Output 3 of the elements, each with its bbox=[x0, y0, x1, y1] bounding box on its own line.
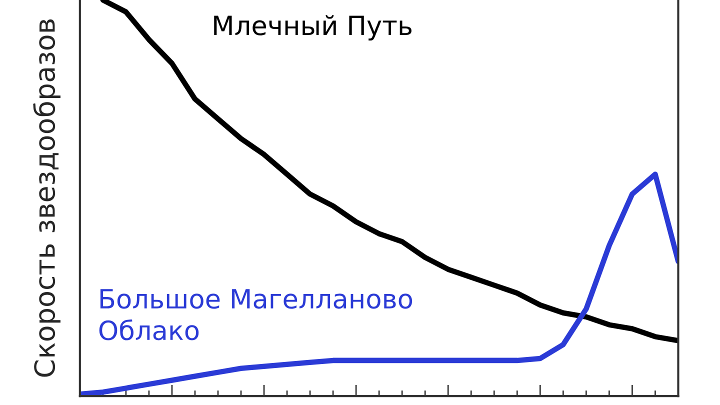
series-label: Млечный Путь bbox=[214, 15, 412, 40]
y-axis-title: Скорость звездообразов bbox=[33, 19, 60, 377]
series-label: Большое Магелланово Облако bbox=[99, 289, 412, 340]
